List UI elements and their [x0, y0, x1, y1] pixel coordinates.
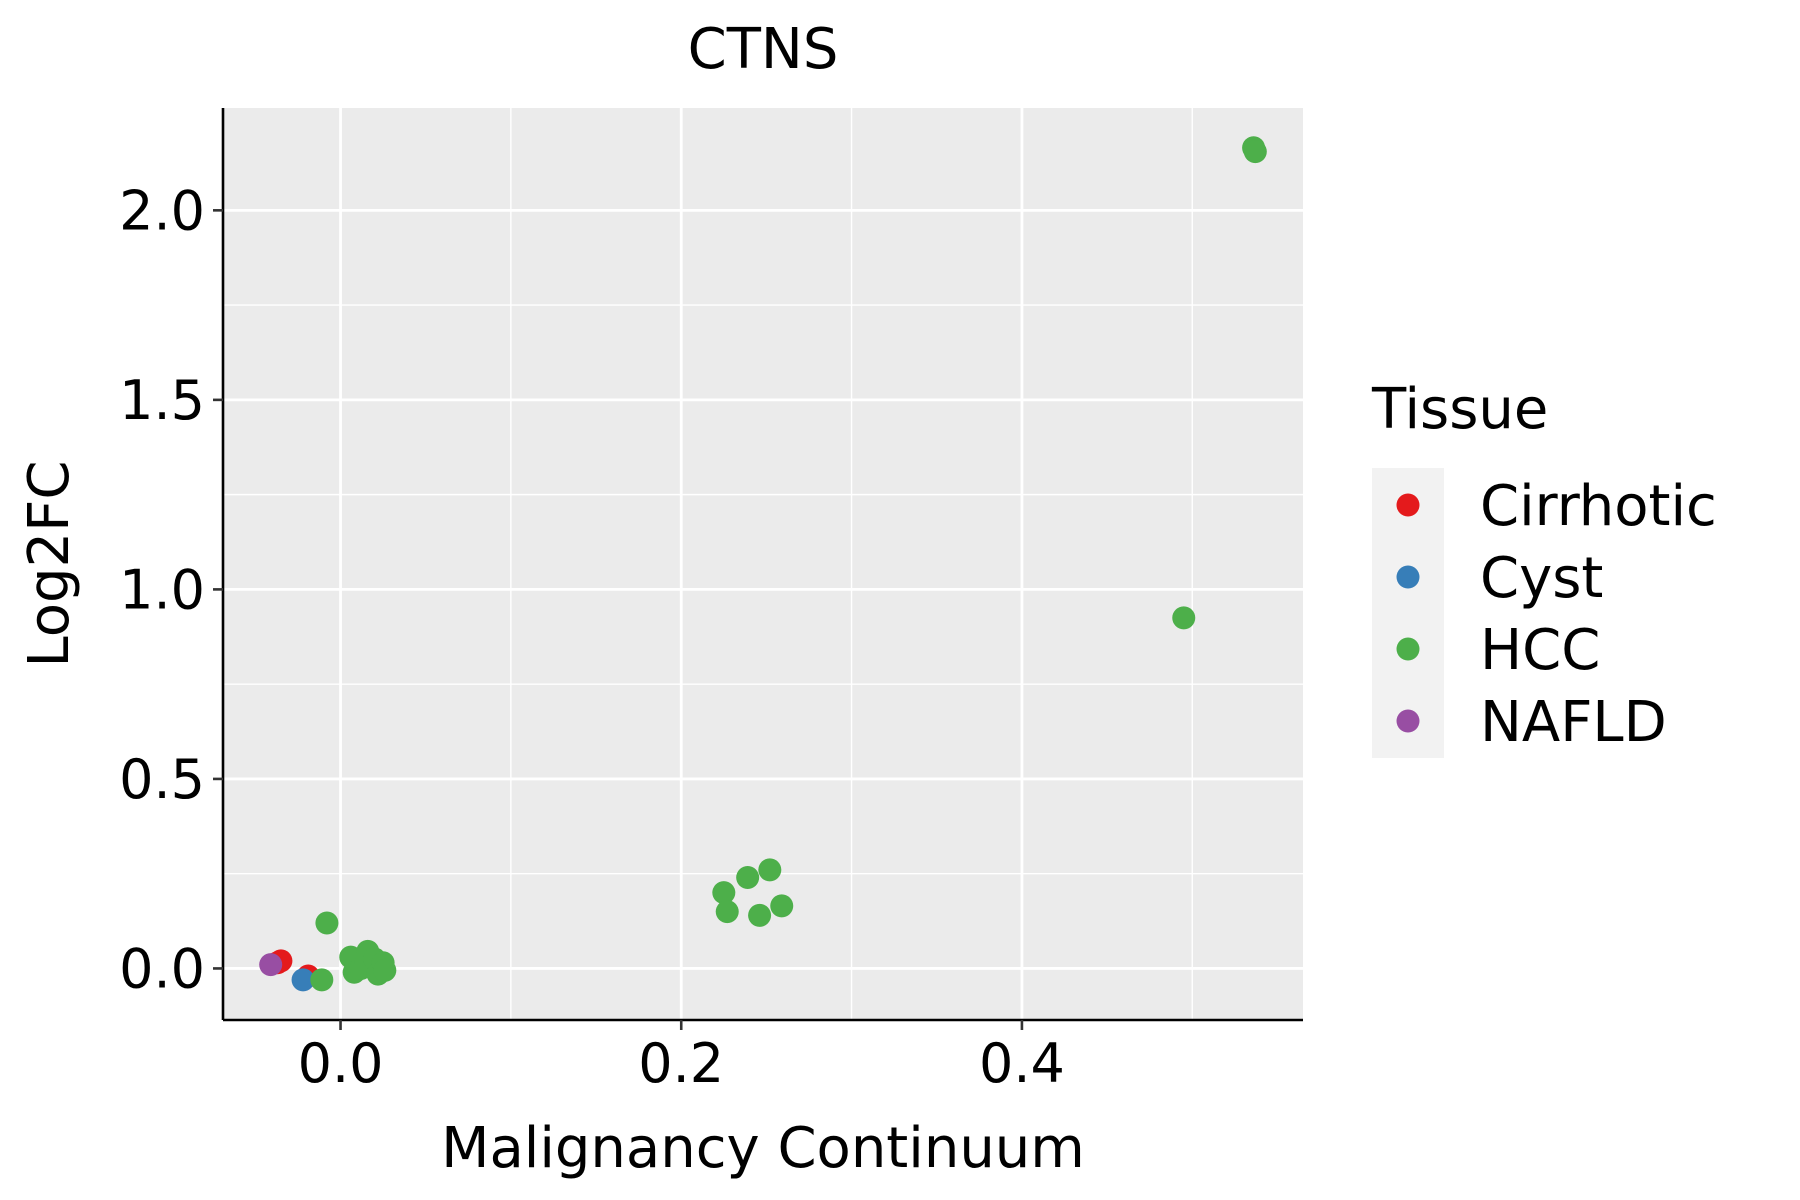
y-tick-label: 2.0	[119, 179, 205, 242]
legend-key-cyst	[1396, 565, 1420, 589]
legend-key-cirrhotic	[1396, 493, 1420, 517]
data-points	[259, 136, 1267, 992]
data-point-hcc	[712, 881, 736, 905]
y-tick-label: 1.0	[119, 558, 205, 621]
legend-key-nafld	[1396, 709, 1420, 733]
chart-title: CTNS	[688, 17, 839, 82]
data-point-hcc	[736, 865, 760, 889]
y-axis-ticks: 0.0 0.5 1.0 1.5 2.0	[119, 179, 223, 1000]
x-tick-label: 0.0	[298, 1032, 384, 1095]
legend-entries: Cirrhotic Cyst HCC NAFLD	[1396, 474, 1717, 755]
legend-label-hcc: HCC	[1480, 618, 1600, 683]
y-axis-label: Log2FC	[17, 461, 82, 668]
data-point-cyst	[291, 968, 315, 992]
data-point-hcc	[758, 858, 782, 882]
data-point-hcc	[1243, 140, 1267, 164]
data-point-hcc	[770, 894, 794, 918]
y-tick-label: 0.0	[119, 937, 205, 1000]
x-axis-ticks: 0.0 0.2 0.4	[298, 1020, 1065, 1095]
data-point-hcc	[715, 900, 739, 924]
y-tick-label: 0.5	[119, 748, 205, 811]
legend-label-nafld: NAFLD	[1480, 690, 1667, 755]
x-tick-label: 0.2	[638, 1032, 724, 1095]
data-point-hcc	[310, 968, 334, 992]
plot-panel	[223, 108, 1303, 1020]
major-gridlines	[223, 108, 1303, 1020]
legend-label-cirrhotic: Cirrhotic	[1480, 474, 1717, 539]
data-point-hcc	[315, 911, 339, 935]
y-tick-label: 1.5	[119, 369, 205, 432]
data-point-hcc	[1172, 606, 1196, 630]
minor-gridlines	[223, 108, 1303, 1020]
legend-label-cyst: Cyst	[1480, 546, 1603, 611]
legend-title: Tissue	[1371, 377, 1548, 442]
legend: Tissue Cirrhotic Cyst HCC NAFLD	[1371, 377, 1717, 758]
data-point-nafld	[259, 953, 283, 977]
x-axis-label: Malignancy Continuum	[441, 1116, 1085, 1181]
x-tick-label: 0.4	[979, 1032, 1065, 1095]
data-point-hcc	[373, 958, 397, 982]
data-point-hcc	[748, 903, 772, 927]
legend-key-hcc	[1396, 637, 1420, 661]
